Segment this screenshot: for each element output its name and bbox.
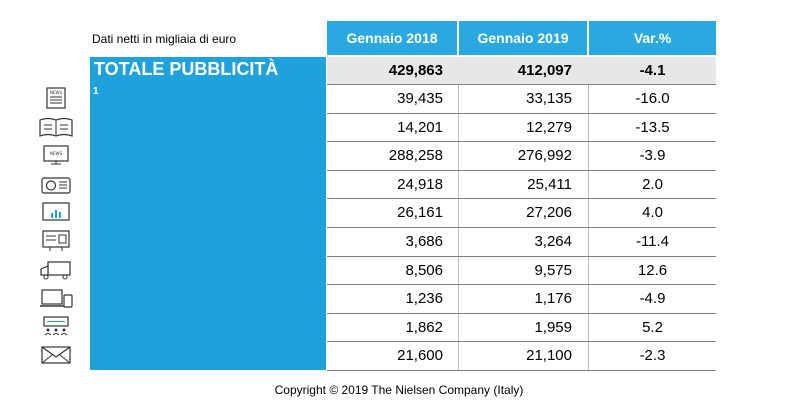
tv-icon: NEWS xyxy=(38,144,74,166)
total-row-band xyxy=(327,57,716,84)
var-value: -4.9 xyxy=(639,290,666,308)
jan2018-value: 39,435 xyxy=(397,90,443,107)
row-separator xyxy=(327,255,716,257)
var-value: 2.0 xyxy=(642,175,663,193)
svg-text:NEWS: NEWS xyxy=(50,90,62,95)
jan2018-value: 8,506 xyxy=(405,261,443,279)
var-value: -16.0 xyxy=(635,90,670,107)
jan2018-value: 26,161 xyxy=(397,204,443,222)
row-separator xyxy=(327,141,716,143)
var-value: -3.9 xyxy=(639,147,666,165)
truck-icon xyxy=(38,259,74,281)
svg-text:NEWS: NEWS xyxy=(50,151,62,156)
jan2019-value: 21,100 xyxy=(526,347,572,365)
footnote-marker: 1 xyxy=(93,86,99,98)
row-separator xyxy=(327,169,716,171)
jan2018-value: 1,862 xyxy=(405,318,443,336)
jan2019-value: 9,575 xyxy=(534,261,572,279)
row-separator xyxy=(327,84,716,85)
jan2019-value: 25,411 xyxy=(527,175,572,193)
var-value: -2.3 xyxy=(639,347,666,365)
var-value: 5.2 xyxy=(642,318,663,336)
var-value: 4.0 xyxy=(642,204,663,222)
row-label-tv: TV 2 xyxy=(4,143,37,165)
jan2018-value: 3,686 xyxy=(405,233,443,250)
jan2019-value: 27,206 xyxy=(526,204,572,222)
total-jan2018: 429,863 xyxy=(388,62,443,79)
row-separator xyxy=(327,198,716,200)
total-jan2019: 412,097 xyxy=(517,62,572,79)
radio-icon xyxy=(38,173,74,195)
row-label-quotidiani: Quotidiani 1 xyxy=(4,86,99,108)
jan2019-value: 1,176 xyxy=(534,290,572,308)
var-value: 12.6 xyxy=(637,261,668,279)
footnote-marker: 1 xyxy=(80,114,87,126)
row-separator xyxy=(327,312,716,314)
var-value: -11.4 xyxy=(635,233,670,250)
jan2019-value: 33,135 xyxy=(526,90,572,107)
jan2019-value: 276,992 xyxy=(517,147,572,165)
cinema-icon xyxy=(38,316,74,338)
header-gennaio-2018: Gennaio 2018 xyxy=(327,21,457,55)
jan2018-value: 1,236 xyxy=(405,290,443,308)
jan2018-value: 21,600 xyxy=(397,347,443,365)
table-subtitle: Dati netti in migliaia di euro xyxy=(92,32,237,46)
jan2018-value: 14,201 xyxy=(397,118,443,136)
envelope-icon xyxy=(38,344,74,366)
total-var: -4.1 xyxy=(639,62,666,79)
footnote-marker: 2 xyxy=(30,143,37,155)
row-separator xyxy=(327,112,716,114)
jan2019-value: 12,279 xyxy=(526,118,572,136)
total-label: TOTALE PUBBLICITÀ xyxy=(94,59,279,79)
var-value: -13.5 xyxy=(635,118,670,136)
digital-chart-icon xyxy=(38,201,74,223)
devices-icon xyxy=(38,287,74,309)
jan2018-value: 24,918 xyxy=(397,175,443,193)
header-var-percent: Var.% xyxy=(589,21,716,55)
row-label-text: TV xyxy=(4,145,26,165)
magazine-icon xyxy=(38,116,74,138)
copyright-text: Copyright © 2019 The Nielsen Company (It… xyxy=(274,383,524,397)
jan2019-value: 1,959 xyxy=(534,318,572,336)
row-label-text: Quotidiani xyxy=(4,88,89,107)
row-separator xyxy=(327,341,716,343)
row-label-text: Radio xyxy=(4,173,52,193)
row-separator xyxy=(327,370,716,371)
jan2018-value: 288,258 xyxy=(388,147,443,165)
billboard-icon xyxy=(38,230,74,252)
row-separator xyxy=(327,227,716,228)
footnote-marker: 5 xyxy=(76,229,82,241)
row-separator xyxy=(327,284,716,286)
label-column xyxy=(90,57,326,370)
newspaper-icon: NEWS xyxy=(38,87,74,109)
jan2019-value: 3,264 xyxy=(534,233,572,250)
header-gennaio-2019: Gennaio 2019 xyxy=(459,21,587,55)
